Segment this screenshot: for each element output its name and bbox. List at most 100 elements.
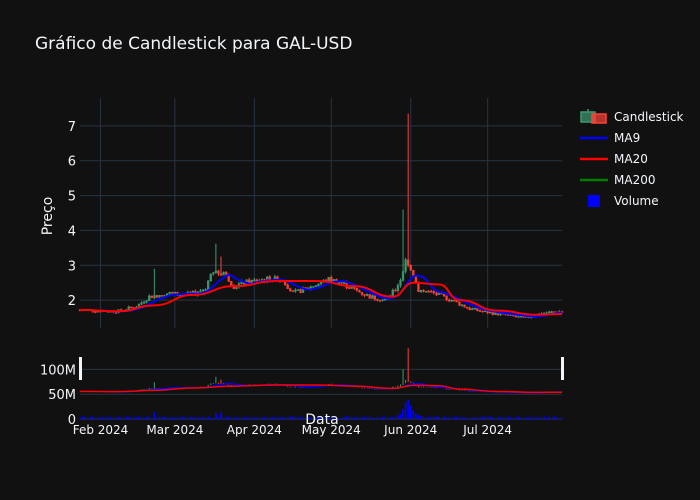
candle-body xyxy=(314,285,318,287)
legend-item-candlestick[interactable]: Candlestick xyxy=(578,106,684,127)
volume-bar xyxy=(199,417,202,419)
volume-bar xyxy=(514,416,517,419)
volume-bar xyxy=(161,417,163,419)
candle-body xyxy=(158,295,161,298)
volume-bar xyxy=(153,412,156,419)
candle-body xyxy=(430,291,433,293)
volume-bar xyxy=(191,417,194,419)
range-slider-handle-right[interactable] xyxy=(561,357,564,380)
legend-item-ma200[interactable]: MA200 xyxy=(578,169,684,190)
candle-body xyxy=(230,281,233,286)
volume-bar xyxy=(443,416,445,419)
candle-body xyxy=(368,294,371,299)
legend-item-volume[interactable]: Volume xyxy=(578,190,684,211)
volume-bar xyxy=(102,416,104,419)
range-slider-handle-left[interactable] xyxy=(79,357,82,380)
ma20-mini-line xyxy=(79,384,563,394)
volume-bar xyxy=(522,417,525,419)
volume-bar xyxy=(517,416,520,419)
candle-body xyxy=(409,265,412,271)
candle-body xyxy=(219,273,223,276)
candle-body xyxy=(376,298,379,301)
volume-bar xyxy=(535,417,538,419)
volume-bar xyxy=(468,417,471,419)
candle-body xyxy=(448,299,451,302)
volume-bar xyxy=(112,417,115,419)
candle-body xyxy=(514,315,517,318)
volume-bar xyxy=(197,417,199,419)
volume-tick-label: 100M xyxy=(40,363,76,378)
volume-bar xyxy=(397,415,399,419)
candle-body xyxy=(340,282,343,284)
volume-bar xyxy=(545,417,548,419)
price-tick-label: 4 xyxy=(68,224,76,239)
legend-item-ma20[interactable]: MA20 xyxy=(578,148,684,169)
candle-body xyxy=(401,271,405,281)
candle-body xyxy=(548,311,551,314)
volume-bar xyxy=(271,417,274,419)
candle-body xyxy=(465,306,469,309)
candle-body xyxy=(396,285,400,291)
volume-bar xyxy=(194,417,197,419)
volume-bar xyxy=(494,417,497,419)
date-tick-label: Jul 2024 xyxy=(462,423,512,437)
candle-body xyxy=(383,299,387,301)
candle-body xyxy=(168,292,171,294)
volume-bar xyxy=(430,417,433,419)
volume-bar xyxy=(222,417,225,419)
volume-bar xyxy=(109,417,112,419)
candle-body xyxy=(312,286,315,288)
volume-bar xyxy=(440,417,443,419)
ma20-line xyxy=(79,279,563,316)
candle-body xyxy=(342,282,346,284)
volume-bar xyxy=(399,413,402,419)
volume-tick-label: 0 xyxy=(68,413,76,428)
candle-body xyxy=(483,310,487,313)
candle-body xyxy=(453,299,456,302)
candle-body xyxy=(353,287,356,289)
ma9-legend-icon xyxy=(580,136,608,139)
volume-bar xyxy=(466,418,469,419)
volume-legend-icon xyxy=(588,194,600,207)
candle-body xyxy=(214,270,218,273)
candle-body xyxy=(412,270,415,276)
volume-bar xyxy=(366,416,369,419)
volume-bar xyxy=(179,417,181,419)
candle-body xyxy=(463,304,466,308)
candle-body xyxy=(366,294,369,296)
candle-body xyxy=(330,276,333,282)
ma20-legend-icon xyxy=(580,157,608,160)
volume-bar xyxy=(448,416,451,419)
candle-body xyxy=(419,289,423,292)
candle-body xyxy=(224,271,228,275)
volume-bar xyxy=(555,417,558,419)
candle-body xyxy=(217,270,220,275)
volume-bar xyxy=(158,416,161,419)
candle-body xyxy=(150,295,153,298)
candle-body xyxy=(294,289,297,292)
legend-item-ma9[interactable]: MA9 xyxy=(578,127,684,148)
volume-bar xyxy=(261,417,263,419)
legend-label-ma9: MA9 xyxy=(614,130,641,145)
candle-body xyxy=(460,304,464,307)
volume-bar xyxy=(548,416,551,419)
volume-bar xyxy=(335,418,338,419)
volume-bar xyxy=(343,416,345,419)
volume-bar xyxy=(91,416,94,419)
volume-bar xyxy=(256,417,258,419)
volume-bar xyxy=(348,416,351,419)
volume-bar xyxy=(235,417,238,419)
candle-body xyxy=(296,289,300,291)
volume-bar xyxy=(138,416,140,419)
candle-body xyxy=(442,293,446,297)
candle-body xyxy=(471,308,474,311)
candle-body xyxy=(432,291,435,294)
candle-body xyxy=(517,316,520,318)
candlestick-legend-icon xyxy=(580,108,607,124)
volume-bar xyxy=(502,417,504,419)
candle-body xyxy=(94,311,97,313)
volume-bar xyxy=(209,417,212,419)
volume-bar xyxy=(373,417,376,419)
volume-bar xyxy=(225,416,228,419)
candle-body xyxy=(381,299,384,301)
